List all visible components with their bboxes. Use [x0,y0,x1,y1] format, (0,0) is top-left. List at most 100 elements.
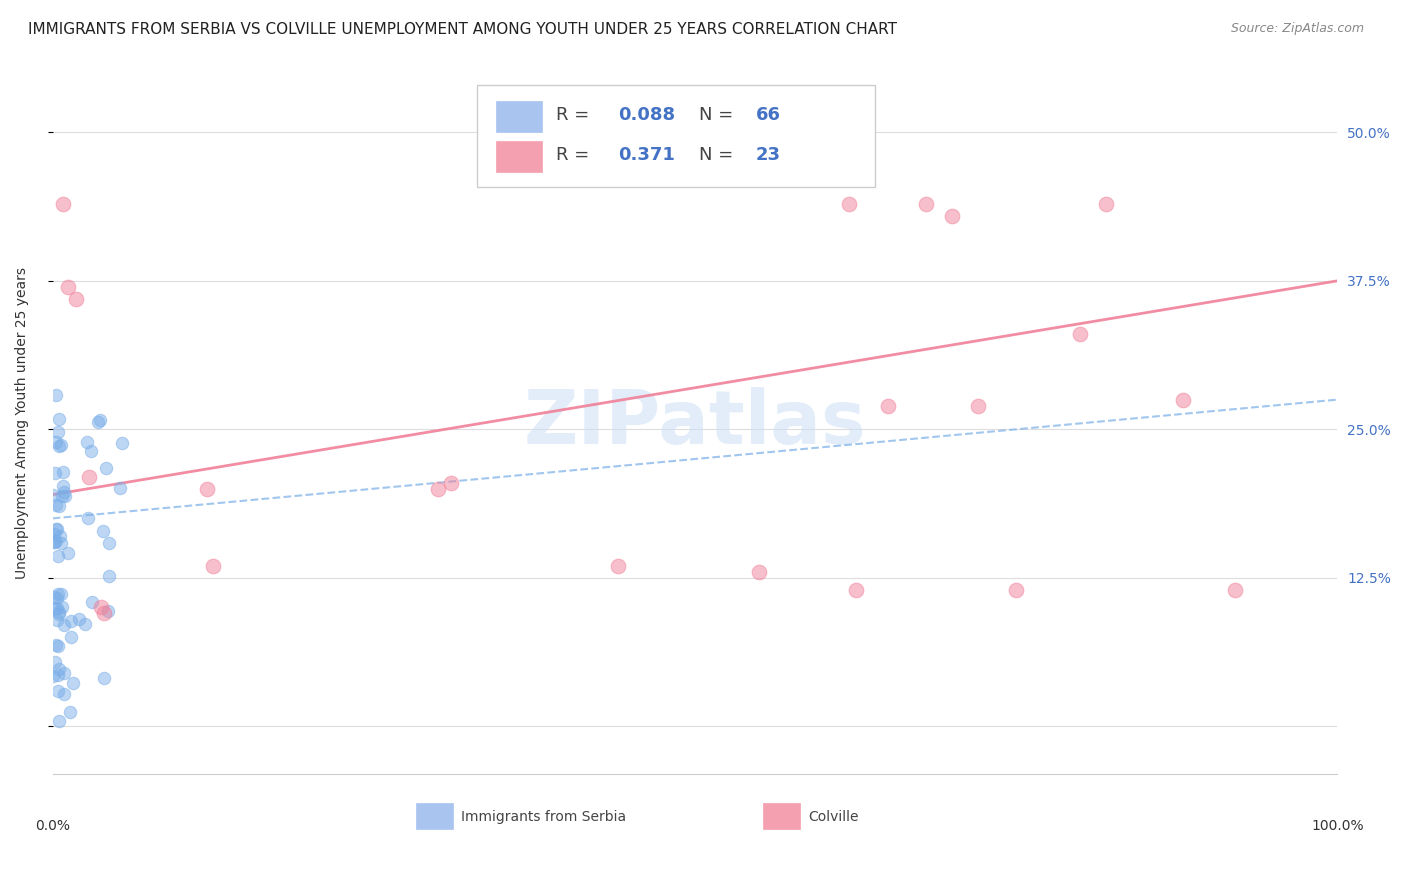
Point [53,687,76,701]
Text: 0.0%: 0.0% [35,820,70,833]
Point [62,675,84,690]
Point [73,617,96,632]
Point [42,526,65,541]
Point [98,536,121,550]
Point [1005,582,1028,597]
Point [52,465,75,479]
Point [52,478,75,492]
Point [53,489,76,503]
Point [48,500,70,514]
Point [51,489,73,503]
Point [45,534,67,549]
Point [77,510,100,524]
Point [77,470,100,484]
Point [94,461,117,475]
Point [51,438,73,452]
Point [46,522,69,536]
Point [52,196,75,211]
Point [93,607,115,621]
Point [427,482,450,496]
Point [941,209,963,223]
Point [48,439,70,453]
FancyBboxPatch shape [496,101,543,132]
Point [59,614,82,628]
Point [111,436,134,450]
Text: 23: 23 [755,146,780,164]
Point [89,413,111,427]
Point [49,535,72,549]
Point [44,590,66,604]
Point [202,558,225,573]
Point [966,399,988,413]
Text: IMMIGRANTS FROM SERBIA VS COLVILLE UNEMPLOYMENT AMONG YOUTH UNDER 25 YEARS CORRE: IMMIGRANTS FROM SERBIA VS COLVILLE UNEMP… [28,22,897,37]
Point [49,529,72,543]
Point [46,613,69,627]
Point [53,618,76,632]
Point [42,488,65,502]
Point [45,638,67,652]
Point [44,466,66,480]
Point [748,565,770,579]
Point [46,591,69,606]
Point [46,549,69,563]
Point [91,524,114,539]
Text: Immigrants from Serbia: Immigrants from Serbia [461,810,626,824]
Point [51,600,73,615]
Point [56,279,79,293]
Text: ZIPatlas: ZIPatlas [523,387,866,460]
Point [49,587,72,601]
Text: 0.371: 0.371 [617,146,675,164]
Text: 100.0%: 100.0% [1310,820,1364,833]
Point [44,601,66,615]
FancyBboxPatch shape [477,85,875,186]
Point [45,600,67,615]
Point [45,498,67,512]
Text: N =: N = [699,146,740,164]
Point [44,534,66,549]
Point [876,399,898,413]
Point [845,582,868,597]
Point [59,705,82,719]
FancyBboxPatch shape [416,803,454,830]
FancyBboxPatch shape [496,141,543,172]
Text: R =: R = [557,106,595,124]
Point [87,415,110,429]
Point [46,586,69,600]
Point [59,630,82,644]
Text: Source: ZipAtlas.com: Source: ZipAtlas.com [1230,22,1364,36]
Point [48,714,70,728]
Point [838,196,860,211]
Point [65,292,87,306]
Point [46,639,69,653]
Text: R =: R = [557,146,595,164]
Point [53,484,76,499]
Point [42,535,65,549]
Point [45,522,67,536]
Point [82,595,104,609]
Point [44,655,66,669]
Point [195,482,218,496]
Point [45,435,67,450]
FancyBboxPatch shape [763,803,800,830]
Point [46,684,69,698]
Point [108,481,131,495]
Point [606,558,628,573]
Text: 0.088: 0.088 [617,106,675,124]
Text: N =: N = [699,106,740,124]
Point [58,546,80,560]
Text: 66: 66 [755,106,780,124]
Point [1069,327,1091,342]
Point [76,435,98,450]
Text: Colville: Colville [808,810,859,824]
Point [440,475,463,490]
Point [45,388,67,402]
Y-axis label: Unemployment Among Youth under 25 years: Unemployment Among Youth under 25 years [15,268,30,580]
Point [915,196,938,211]
Point [97,604,120,618]
Point [46,668,69,682]
Point [97,568,120,582]
Point [48,605,70,619]
Point [1095,196,1118,211]
Point [1173,392,1195,407]
Point [67,612,90,626]
